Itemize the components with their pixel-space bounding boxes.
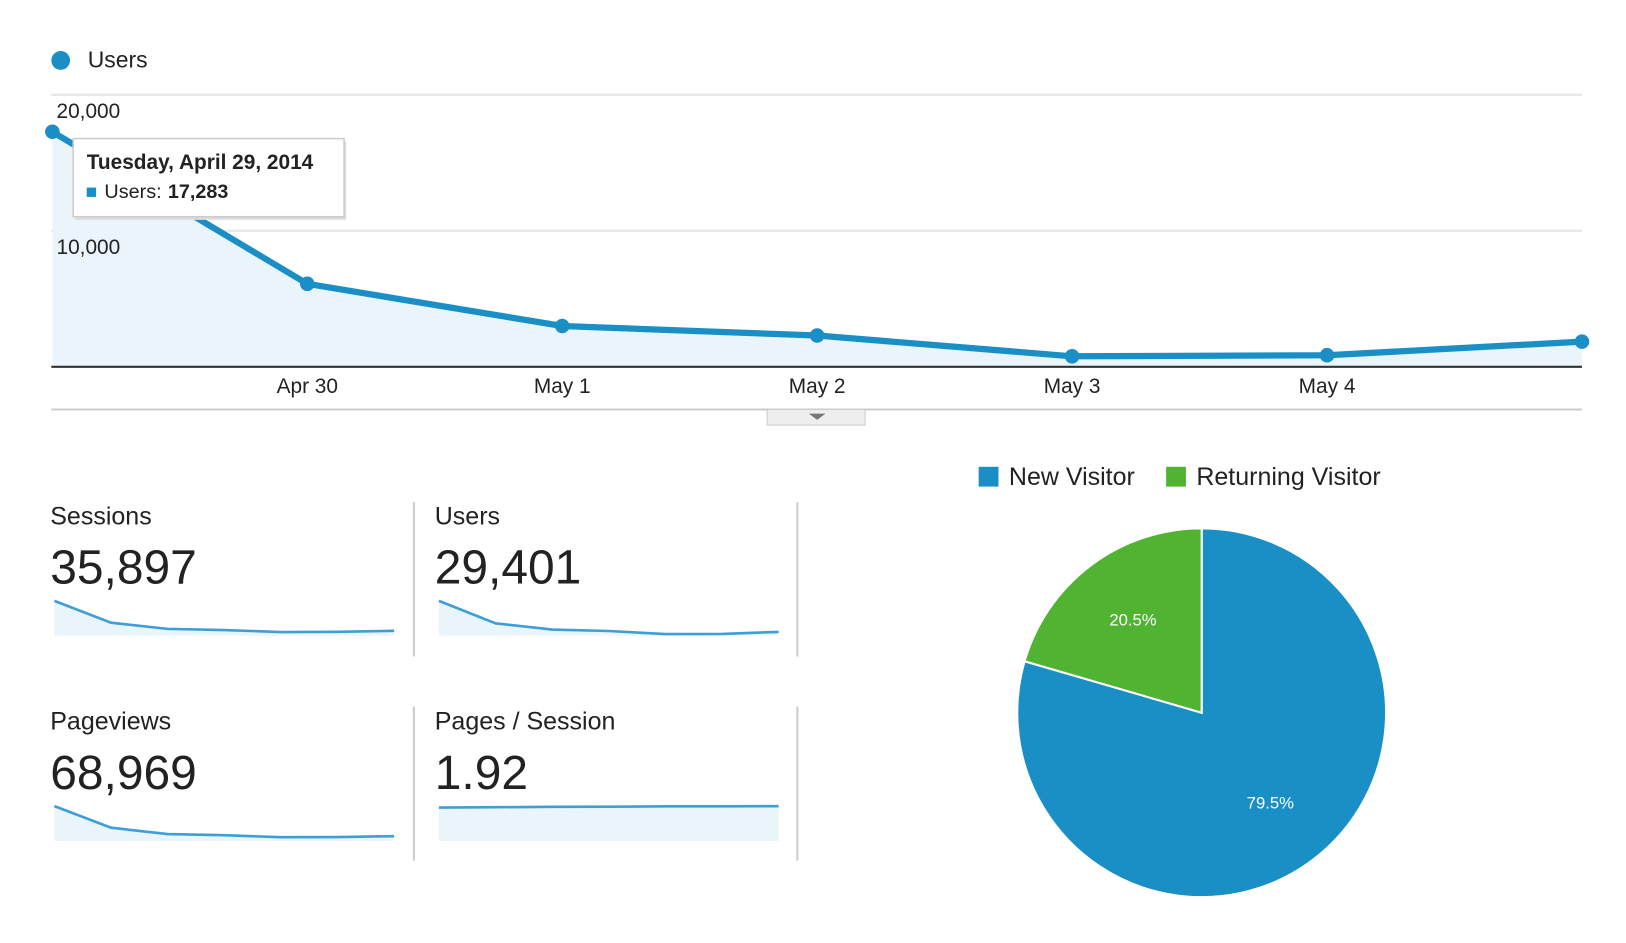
- metric-value: 1.92: [435, 747, 528, 800]
- point: [1319, 347, 1335, 363]
- y-tick-label: 10,000: [57, 236, 121, 259]
- legend-label: New Visitor: [1009, 463, 1135, 491]
- metric-label: Sessions: [50, 502, 151, 530]
- legend-label: Returning Visitor: [1196, 463, 1380, 491]
- tooltip-value: 17,283: [168, 181, 229, 203]
- tooltip: Tuesday, April 29, 2014 Users: 17,283: [72, 137, 347, 220]
- x-tick-label: Apr 30: [277, 375, 338, 398]
- sparkline: [53, 599, 395, 634]
- tooltip-label: Users:: [104, 181, 161, 203]
- y-tick-label: 20,000: [57, 100, 121, 123]
- pie-slice: [1023, 527, 1203, 715]
- metric-label: Pageviews: [50, 708, 171, 736]
- point: [1064, 349, 1080, 364]
- metric-value: 68,969: [50, 747, 197, 800]
- point: [45, 124, 60, 140]
- x-tick-label: May 3: [1044, 375, 1101, 398]
- point: [554, 318, 570, 334]
- metric-label: Users: [435, 502, 500, 530]
- point: [1574, 334, 1590, 349]
- metric-label: Pages / Session: [435, 708, 616, 736]
- x-tick-label: May 2: [789, 375, 846, 398]
- sparkline: [438, 599, 779, 636]
- legend-marker: [51, 51, 71, 70]
- legend-label: Users: [88, 47, 148, 73]
- sparkline-area: [54, 806, 395, 841]
- sparkline: [438, 804, 779, 809]
- x-tick-label: May 4: [1299, 375, 1356, 398]
- tooltip-box: [72, 137, 345, 218]
- legend-marker: [1166, 466, 1186, 487]
- x-tick-label: May 1: [534, 375, 591, 398]
- pie-label: 20.5%: [1109, 611, 1156, 630]
- point: [299, 276, 315, 292]
- tooltip-marker: [86, 187, 97, 197]
- metric-value: 35,897: [50, 542, 197, 595]
- pie-label: 79.5%: [1247, 794, 1294, 813]
- sparkline: [53, 804, 395, 839]
- legend-marker: [978, 466, 999, 487]
- expand-arrow: [808, 413, 826, 420]
- sparkline-area: [438, 806, 779, 841]
- point: [809, 328, 825, 343]
- metric-value: 29,401: [435, 542, 582, 595]
- tooltip-title: Tuesday, April 29, 2014: [87, 151, 314, 174]
